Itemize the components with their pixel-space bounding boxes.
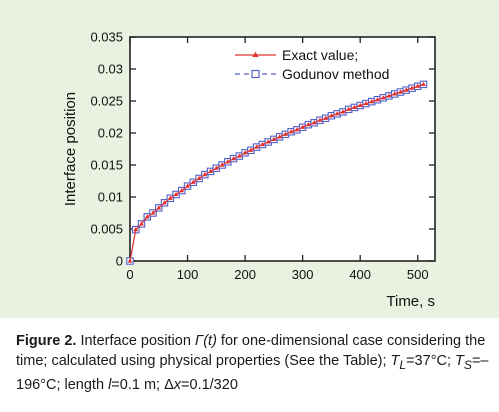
point-exact [323,115,329,120]
legend-label-godunov: Godunov method [282,66,389,82]
point-exact [271,136,277,141]
ticks-layer: 0 100 200 300 400 500 0 0.005 0.01 0.015 0.02 0.025… [90,30,435,282]
point-exact [311,120,317,125]
point-exact [133,227,139,232]
plot-area [129,36,436,262]
point-exact [265,139,271,144]
y-tick-label: 0.03 [98,62,123,77]
caption-text-1: Interface position [76,333,195,349]
point-exact [259,141,265,147]
y-tick-label: 0.035 [90,30,123,45]
point-exact [196,175,202,181]
point-exact [386,93,392,98]
point-exact [202,172,208,177]
point-exact [219,162,225,167]
point-exact [173,191,179,197]
point-exact [403,87,409,92]
legend: Exact value; Godunov method [235,47,389,82]
point-exact [415,83,421,88]
caption-gamma: Γ(t) [194,333,217,349]
x-axis-label: Time, s [386,293,435,310]
point-exact [421,81,426,86]
point-exact [352,104,357,109]
point-exact [277,134,283,139]
point-exact [369,99,375,104]
point-exact [346,106,352,111]
point-exact [179,188,185,193]
legend-marker-exact [252,51,259,57]
legend-label-exact: Exact value; [282,47,358,63]
point-exact [213,165,219,170]
caption-ts-sub: S [463,357,472,372]
y-tick-label: 0.02 [98,126,123,141]
y-axis-label: Interface position [62,92,79,206]
y-tick-label: 0 [116,254,123,269]
caption-ts-value: =–196°C; length [16,353,489,393]
point-exact [139,221,144,226]
point-exact [392,91,398,96]
point-exact [409,85,415,90]
caption-tl-value: =37°C; [406,353,456,369]
legend-marker-godunov [251,69,260,79]
figure-caption: Figure 2. Interface position Γ(t) for on… [16,331,490,395]
point-exact [236,153,242,158]
point-exact [225,159,231,164]
point-exact [185,183,190,188]
point-exact [208,168,213,173]
figure-panel: 0 100 200 300 400 500 0 0.005 0.01 0.015 0.02 0.025… [0,0,499,318]
point-exact [288,129,294,134]
x-tick-label: 200 [234,267,256,282]
point-exact [300,124,306,129]
x-tick-label: 100 [177,267,199,282]
x-tick-label: 0 [126,267,133,282]
point-exact [282,131,288,136]
series-layer [126,80,428,265]
point-exact [357,102,363,108]
caption-dx-symbol: x [173,376,182,393]
point-exact [127,258,133,263]
point-exact [156,205,162,210]
point-exact [254,144,260,149]
y-tick-label: 0.005 [90,222,123,237]
point-exact [231,156,236,161]
caption-l-symbol: l [108,376,112,393]
point-exact [190,179,196,184]
point-exact [334,111,340,116]
caption-tl-sub: L [399,357,407,372]
point-exact [294,127,300,132]
series-line-exact [129,83,424,262]
point-exact [162,200,167,205]
point-exact [305,122,311,127]
point-exact [167,195,173,200]
point-exact [144,214,150,219]
point-exact [398,89,403,94]
caption-label: Figure 2. [16,333,77,349]
caption-tl-symbol: T [390,353,400,369]
caption-ts-symbol: T [455,353,464,369]
chart: 0 100 200 300 400 500 0 0.005 0.01 0.015 0.02 0.025… [62,30,436,310]
x-tick-label: 400 [349,267,371,282]
y-tick-label: 0.025 [90,94,123,109]
point-exact [317,117,323,122]
point-exact [363,100,369,106]
point-exact [375,97,380,102]
y-tick-label: 0.01 [98,190,123,205]
point-exact [340,109,346,114]
caption-l-value: =0.1 m; Δ [111,376,174,393]
point-exact [380,95,386,100]
point-exact [329,113,334,118]
point-exact [242,150,248,155]
point-exact [248,147,254,152]
x-tick-label: 500 [407,267,429,282]
caption-text-2: for one-dimensional case considering the… [16,333,486,369]
y-tick-label: 0.015 [90,158,123,173]
x-tick-label: 300 [292,267,314,282]
caption-dx-value: =0.1/320 [181,376,238,393]
point-exact [150,210,156,215]
